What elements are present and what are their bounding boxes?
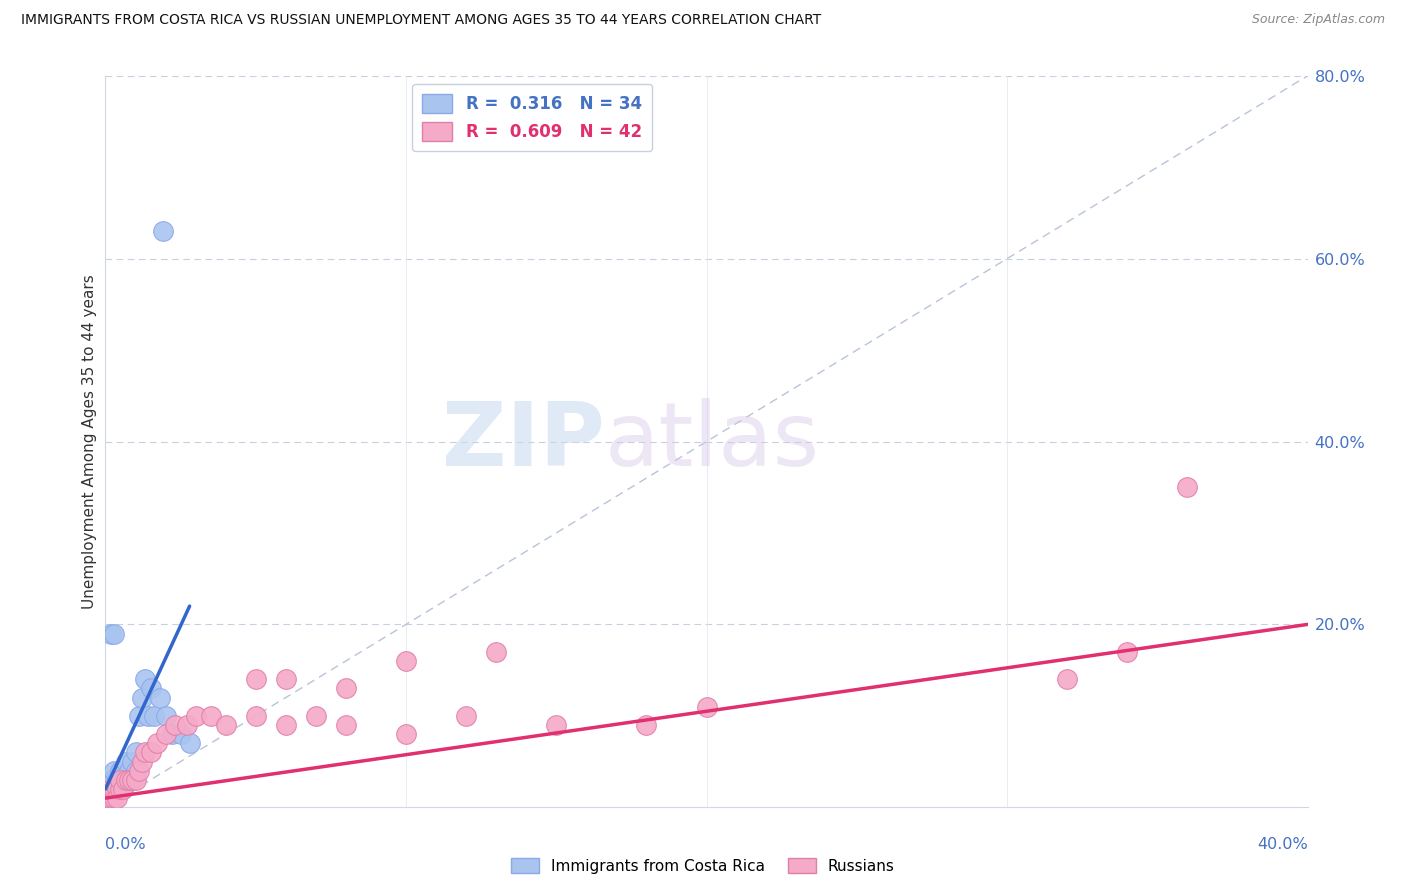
Point (110, 772, 132, 787)
Point (115, 755, 138, 769)
Point (636, 718, 658, 732)
Point (100, 781, 122, 797)
Point (110, 781, 132, 797)
Point (103, 781, 125, 797)
Point (112, 772, 135, 787)
Point (103, 772, 125, 787)
Point (110, 764, 132, 778)
Point (145, 736, 167, 750)
Point (124, 746, 146, 760)
Point (128, 764, 150, 778)
Point (546, 718, 568, 732)
Point (184, 708, 207, 723)
Point (245, 673, 267, 687)
Point (107, 781, 129, 797)
Point (118, 772, 141, 787)
Point (245, 708, 267, 723)
Point (97, 791, 120, 805)
Point (395, 727, 418, 741)
Point (139, 746, 162, 760)
Point (134, 673, 156, 687)
Point (335, 681, 357, 696)
Point (118, 772, 141, 787)
Point (131, 690, 153, 705)
Point (103, 626, 125, 640)
Text: 0.0%: 0.0% (105, 837, 146, 852)
Y-axis label: Unemployment Among Ages 35 to 44 years: Unemployment Among Ages 35 to 44 years (82, 274, 97, 609)
Point (305, 708, 328, 723)
Point (100, 791, 122, 805)
Point (136, 708, 159, 723)
Text: ZIP: ZIP (441, 398, 605, 485)
Point (163, 718, 186, 732)
Point (696, 699, 718, 714)
Point (1175, 480, 1198, 494)
Point (121, 755, 143, 769)
Point (115, 772, 138, 787)
Point (100, 781, 122, 797)
Point (115, 772, 138, 787)
Point (134, 746, 156, 760)
Point (131, 755, 153, 769)
Point (1116, 645, 1139, 659)
Point (107, 772, 129, 787)
Point (100, 791, 122, 805)
Point (155, 708, 177, 723)
Point (152, 224, 174, 238)
Point (335, 718, 357, 732)
Point (103, 791, 125, 805)
Point (142, 708, 165, 723)
Point (128, 708, 150, 723)
Point (107, 791, 129, 805)
Point (112, 781, 135, 797)
Point (139, 681, 162, 696)
Point (103, 764, 125, 778)
Point (100, 772, 122, 787)
Point (160, 727, 183, 741)
Text: Source: ZipAtlas.com: Source: ZipAtlas.com (1251, 13, 1385, 27)
Point (200, 708, 222, 723)
Text: IMMIGRANTS FROM COSTA RICA VS RUSSIAN UNEMPLOYMENT AMONG AGES 35 TO 44 YEARS COR: IMMIGRANTS FROM COSTA RICA VS RUSSIAN UN… (21, 13, 821, 28)
Point (214, 718, 236, 732)
Point (107, 781, 129, 797)
Point (121, 772, 143, 787)
Point (274, 673, 297, 687)
Point (179, 736, 201, 750)
Point (118, 764, 141, 778)
Point (148, 690, 170, 705)
Point (169, 727, 191, 741)
Legend: Immigrants from Costa Rica, Russians: Immigrants from Costa Rica, Russians (505, 852, 901, 880)
Point (274, 718, 297, 732)
Point (112, 781, 135, 797)
Point (124, 772, 146, 787)
Point (100, 626, 122, 640)
Point (1056, 673, 1078, 687)
Point (454, 708, 477, 723)
Point (485, 645, 508, 659)
Legend: R =  0.316   N = 34, R =  0.609   N = 42: R = 0.316 N = 34, R = 0.609 N = 42 (412, 84, 652, 151)
Point (395, 654, 418, 668)
Point (155, 727, 177, 741)
Text: 40.0%: 40.0% (1257, 837, 1308, 852)
Point (103, 781, 125, 797)
Point (97, 781, 120, 797)
Point (176, 718, 198, 732)
Point (110, 781, 132, 797)
Text: atlas: atlas (605, 398, 820, 485)
Point (124, 764, 146, 778)
